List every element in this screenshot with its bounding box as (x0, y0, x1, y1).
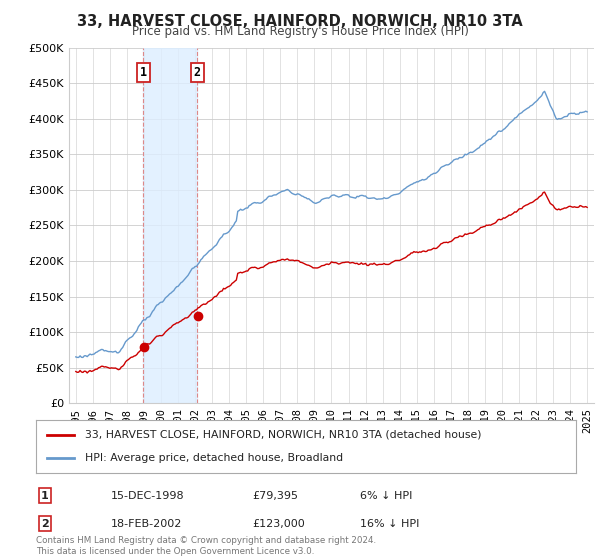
Bar (143, 48, 197, 403)
Text: Contains HM Land Registry data © Crown copyright and database right 2024.
This d: Contains HM Land Registry data © Crown c… (36, 536, 376, 556)
Text: HPI: Average price, detached house, Broadland: HPI: Average price, detached house, Broa… (85, 453, 343, 463)
Text: 1: 1 (140, 66, 147, 79)
Text: 18-FEB-2002: 18-FEB-2002 (111, 519, 182, 529)
Text: 2: 2 (194, 66, 201, 79)
Text: 33, HARVEST CLOSE, HAINFORD, NORWICH, NR10 3TA: 33, HARVEST CLOSE, HAINFORD, NORWICH, NR… (77, 14, 523, 29)
Text: 1: 1 (41, 491, 49, 501)
Text: £79,395: £79,395 (252, 491, 298, 501)
Text: 2: 2 (41, 519, 49, 529)
Text: Price paid vs. HM Land Registry's House Price Index (HPI): Price paid vs. HM Land Registry's House … (131, 25, 469, 38)
Text: £123,000: £123,000 (252, 519, 305, 529)
Text: 15-DEC-1998: 15-DEC-1998 (111, 491, 185, 501)
Text: 6% ↓ HPI: 6% ↓ HPI (360, 491, 412, 501)
Text: 16% ↓ HPI: 16% ↓ HPI (360, 519, 419, 529)
Text: 33, HARVEST CLOSE, HAINFORD, NORWICH, NR10 3TA (detached house): 33, HARVEST CLOSE, HAINFORD, NORWICH, NR… (85, 430, 481, 440)
